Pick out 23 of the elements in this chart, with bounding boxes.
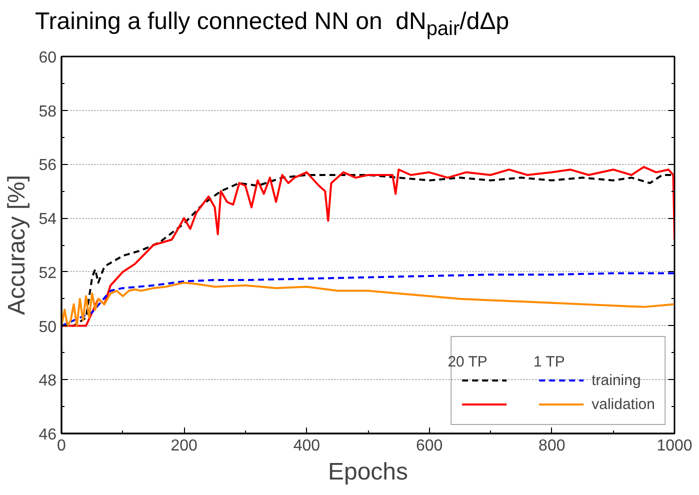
x-tick-label: 600	[416, 438, 443, 454]
y-tick-label: 54	[38, 211, 57, 228]
annotation: 20 TP	[448, 353, 488, 370]
legend-label: training	[592, 372, 641, 388]
y-tick-label: 60	[38, 50, 57, 66]
annotation: 1 TP	[534, 353, 565, 370]
line-series	[62, 282, 674, 327]
y-tick-label: 50	[38, 318, 57, 336]
chart-title: Training a fully connected NN on dN$_{pair}$/dΔp	[34, 7, 510, 42]
y-tick-label: 58	[38, 103, 57, 120]
x-axis-title: Epochs	[328, 458, 408, 486]
legend-label: validation	[592, 396, 655, 412]
x-tick-label: 1000	[656, 438, 692, 454]
x-tick-label: 800	[538, 438, 566, 454]
x-tick-label: 200	[170, 438, 198, 454]
y-tick-label: 46	[38, 426, 57, 444]
x-tick-label: 400	[293, 438, 320, 454]
y-axis-title: Accuracy [%]	[4, 174, 31, 316]
y-tick-label: 56	[38, 157, 57, 174]
y-tick-label: 48	[38, 372, 57, 390]
line-series	[62, 272, 674, 327]
y-tick-label: 52	[38, 264, 57, 282]
x-tick-label: 0	[57, 438, 66, 454]
